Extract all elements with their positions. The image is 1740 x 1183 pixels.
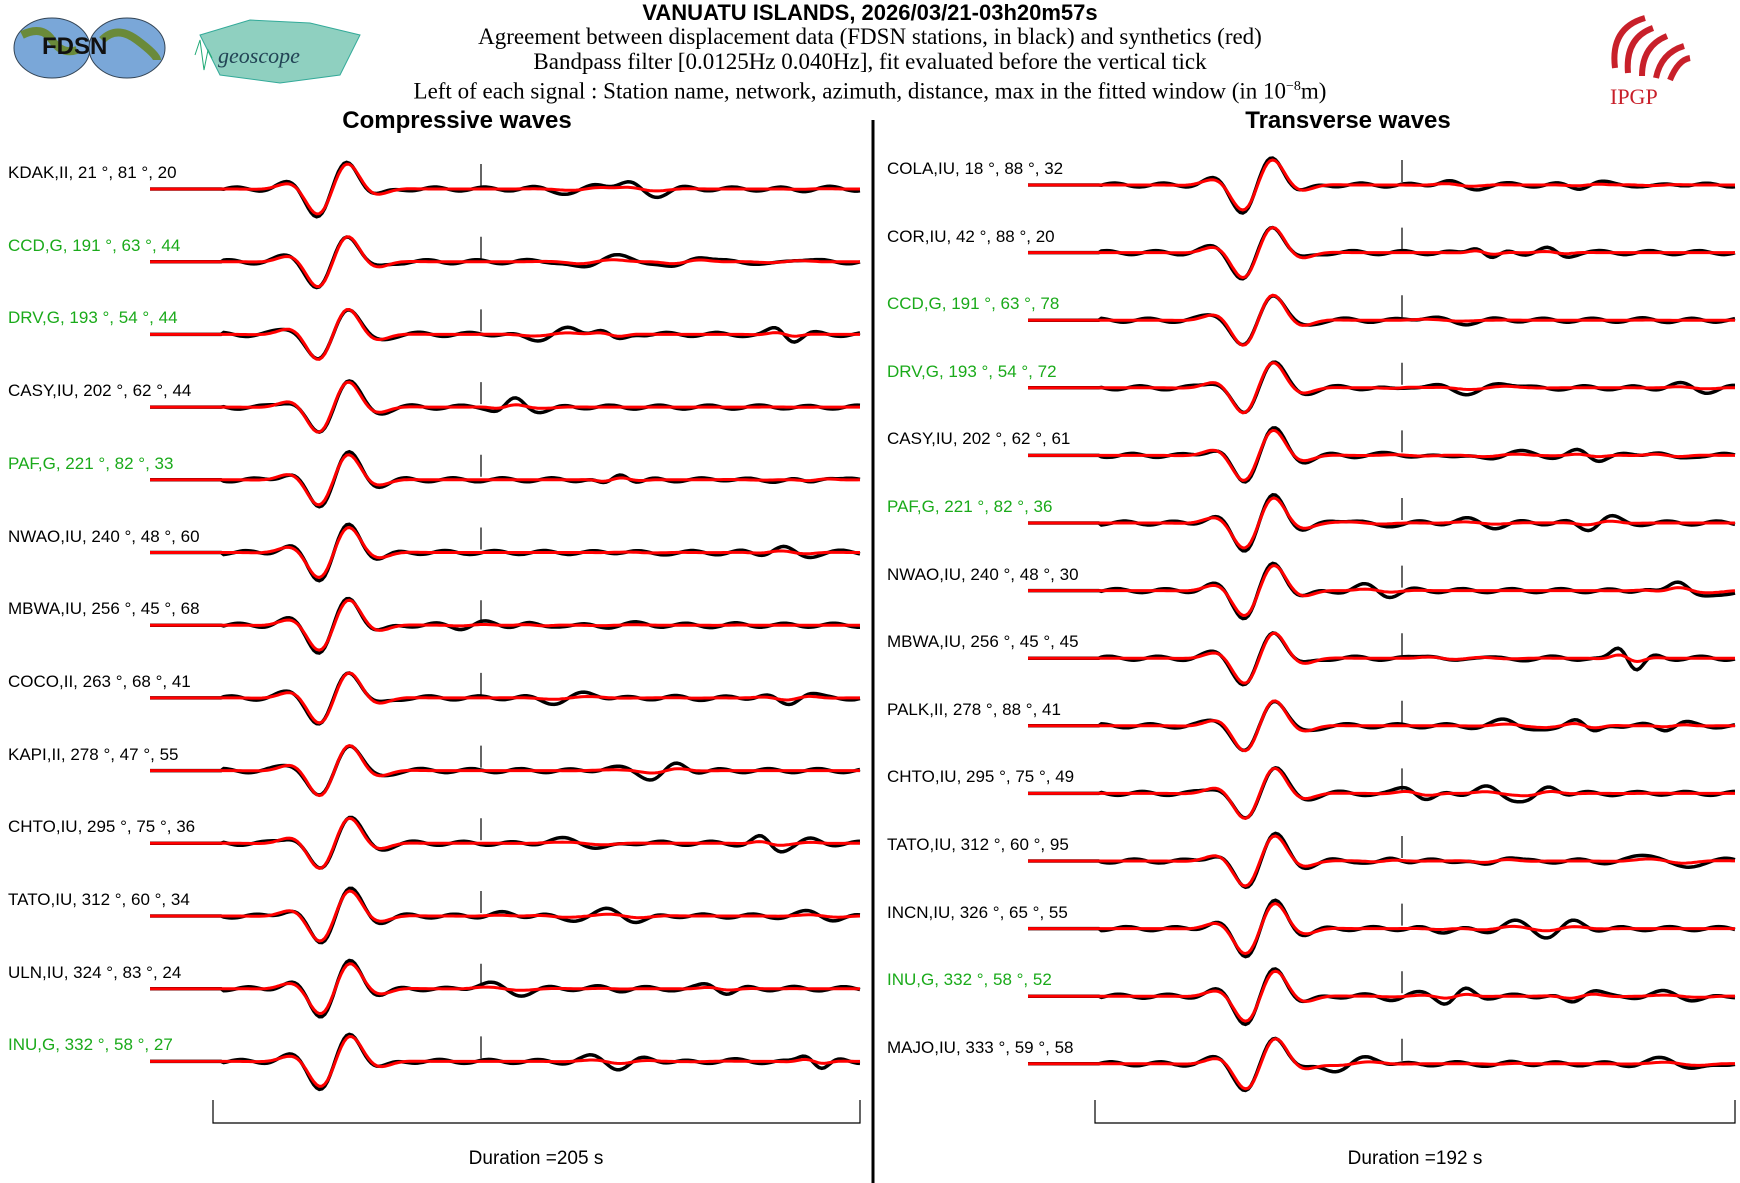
- station-label-mbwa: MBWA,IU, 256 °, 45 °, 45: [887, 632, 1079, 652]
- geoscope-map-icon: [194, 19, 361, 84]
- geoscope-logo: geoscope: [190, 15, 365, 85]
- station-label-nwao: NWAO,IU, 240 °, 48 °, 60: [8, 526, 200, 546]
- synthetic-trace-compressive-drv: [150, 307, 860, 361]
- synthetic-trace-transverse-mbwa: [1028, 631, 1735, 685]
- station-label-coco: COCO,II, 263 °, 68 °, 41: [8, 671, 191, 691]
- synthetic-trace-transverse-palk: [1028, 699, 1735, 753]
- duration-bracket-transverse: [1094, 1100, 1736, 1124]
- synthetic-trace-transverse-ccd: [1028, 293, 1735, 347]
- station-label-palk: PALK,II, 278 °, 88 °, 41: [887, 699, 1061, 719]
- synthetic-trace-compressive-nwao: [150, 525, 860, 580]
- synthetic-trace-compressive-ccd: [150, 235, 860, 288]
- synthetic-trace-compressive-casy: [150, 380, 860, 434]
- duration-bracket-compressive: [212, 1100, 861, 1124]
- synthetic-trace-transverse-drv: [1028, 361, 1735, 415]
- synthetic-trace-compressive-kapi: [150, 744, 860, 798]
- synthetic-trace-transverse-inu: [1028, 969, 1735, 1023]
- subtitle-line-3: Left of each signal : Station name, netw…: [413, 78, 1327, 104]
- synthetic-trace-transverse-casy: [1028, 428, 1735, 482]
- station-label-majo: MAJO,IU, 333 °, 59 °, 58: [887, 1037, 1074, 1057]
- station-label-inu: INU,G, 332 °, 58 °, 27: [8, 1035, 173, 1055]
- station-label-cor: COR,IU, 42 °, 88 °, 20: [887, 226, 1055, 246]
- station-label-uln: ULN,IU, 324 °, 83 °, 24: [8, 962, 182, 982]
- station-label-paf: PAF,G, 221 °, 82 °, 33: [8, 453, 174, 473]
- synthetic-trace-compressive-kdak: [150, 162, 860, 216]
- station-label-drv: DRV,G, 193 °, 54 °, 44: [8, 308, 178, 328]
- station-label-chto: CHTO,IU, 295 °, 75 °, 36: [8, 817, 196, 837]
- station-label-mbwa: MBWA,IU, 256 °, 45 °, 68: [8, 599, 200, 619]
- station-label-casy: CASY,IU, 202 °, 62 °, 61: [887, 429, 1071, 449]
- transverse-duration-label: Duration =192 s: [1347, 1148, 1483, 1169]
- station-label-chto: CHTO,IU, 295 °, 75 °, 49: [887, 767, 1075, 787]
- subtitle-line-1: Agreement between displacement data (FDS…: [478, 24, 1262, 49]
- figure-title: VANUATU ISLANDS, 2026/03/21-03h20m57s: [642, 0, 1098, 25]
- ipgp-logo: IPGP: [1600, 8, 1695, 109]
- synthetic-trace-transverse-chto: [1028, 766, 1735, 820]
- subtitle-line-2: Bandpass filter [0.0125Hz 0.040Hz], fit …: [533, 49, 1207, 74]
- station-label-paf: PAF,G, 221 °, 82 °, 36: [887, 497, 1053, 516]
- compressive-duration-label: Duration =205 s: [468, 1148, 604, 1169]
- station-label-kdak: KDAK,II, 21 °, 81 °, 20: [8, 163, 177, 182]
- synthetic-trace-compressive-mbwa: [150, 598, 860, 652]
- station-label-drv: DRV,G, 193 °, 54 °, 72: [887, 361, 1057, 381]
- synthetic-trace-transverse-majo: [1028, 1037, 1735, 1091]
- synthetic-trace-transverse-cola: [1028, 158, 1735, 212]
- synthetic-trace-transverse-incn: [1028, 902, 1735, 956]
- synthetic-trace-compressive-chto: [150, 816, 860, 870]
- station-label-kapi: KAPI,II, 278 °, 47 °, 55: [8, 744, 179, 764]
- fdsn-globe-icon: [13, 17, 166, 79]
- station-label-tato: TATO,IU, 312 °, 60 °, 95: [887, 835, 1069, 854]
- station-label-tato: TATO,IU, 312 °, 60 °, 34: [8, 890, 190, 909]
- compressive-panel-title: Compressive waves: [342, 107, 572, 134]
- synthetic-trace-transverse-nwao: [1028, 564, 1736, 617]
- transverse-panel-title: Transverse waves: [1245, 107, 1451, 134]
- station-label-ccd: CCD,G, 191 °, 63 °, 44: [8, 235, 181, 255]
- fdsn-logo: FDSN: [12, 15, 167, 80]
- synthetic-trace-compressive-tato: [150, 889, 861, 943]
- synthetic-trace-compressive-uln: [150, 962, 860, 1016]
- station-label-cola: COLA,IU, 18 °, 88 °, 32: [887, 159, 1064, 178]
- station-label-ccd: CCD,G, 191 °, 63 °, 78: [887, 294, 1060, 314]
- synthetic-trace-compressive-coco: [150, 671, 860, 725]
- station-label-inu: INU,G, 332 °, 58 °, 52: [887, 970, 1052, 990]
- synthetic-trace-compressive-inu: [150, 1034, 860, 1088]
- station-label-incn: INCN,IU, 326 °, 65 °, 55: [887, 902, 1068, 922]
- data-trace-compressive-mbwa: [150, 596, 860, 655]
- synthetic-trace-transverse-tato: [1028, 834, 1735, 888]
- synthetic-trace-compressive-paf: [150, 453, 861, 507]
- data-trace-transverse-paf: [1028, 492, 1736, 553]
- ipgp-emblem-icon: [1611, 15, 1691, 82]
- station-label-nwao: NWAO,IU, 240 °, 48 °, 30: [887, 564, 1079, 584]
- synthetic-trace-transverse-cor: [1028, 226, 1735, 280]
- station-label-casy: CASY,IU, 202 °, 62 °, 44: [8, 381, 192, 401]
- synthetic-trace-transverse-paf: [1028, 496, 1735, 550]
